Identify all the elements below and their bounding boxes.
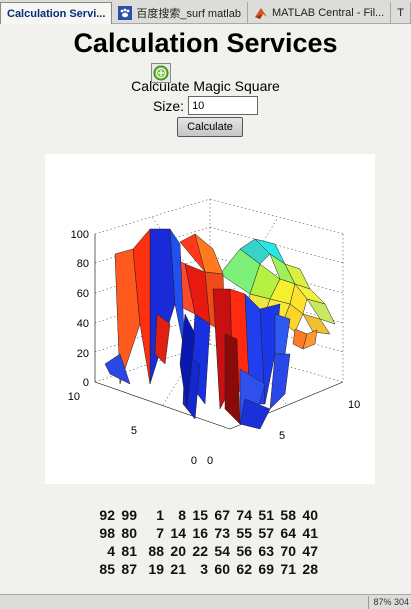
matrix-cell: 1 [156, 507, 164, 523]
matrix-cell: 88 [148, 543, 164, 559]
page-title: Calculation Services [73, 28, 338, 58]
matrix-cell: 21 [170, 561, 186, 577]
matrix-cell: 64 [280, 525, 296, 541]
matrix-row: 92 99 1 8 15 67 74 51 58 40 [0, 506, 411, 524]
tab-calculation-services[interactable]: Calculation Servi... [0, 2, 113, 24]
size-label: Size: [152, 97, 185, 114]
matrix-cell: 58 [280, 507, 296, 523]
subtitle: Calculate Magic Square [131, 78, 280, 94]
plugin-icon[interactable] [151, 63, 171, 83]
tab-partial[interactable]: T [391, 2, 411, 24]
matrix-cell: 73 [214, 525, 230, 541]
matrix-cell: 8 [178, 507, 186, 523]
matrix-cell: 41 [302, 525, 318, 541]
matrix-cell: 40 [302, 507, 318, 523]
matrix-cell: 20 [170, 543, 186, 559]
tab-label: MATLAB Central - Fil... [271, 7, 385, 19]
status-bar: 87% 304 [0, 594, 411, 609]
matrix-cell: 7 [156, 525, 164, 541]
matrix-cell: 3 [200, 561, 208, 577]
calculate-button[interactable]: Calculate [177, 117, 243, 137]
matrix-cell: 56 [236, 543, 252, 559]
tab-label: T [397, 7, 404, 19]
status-text: 87% 304 [368, 596, 409, 609]
size-row: Size: [0, 96, 411, 115]
matrix-cell: 92 [99, 507, 115, 523]
matrix-cell: 16 [192, 525, 208, 541]
matrix-cell: 28 [302, 561, 318, 577]
tab-label: 百度搜索_surf matlab [136, 8, 241, 20]
matrix-row: 85 87 19 21 3 60 62 69 71 28 [0, 560, 411, 578]
matrix-cell: 87 [121, 561, 137, 577]
matrix-cell: 57 [258, 525, 274, 541]
x-tick: 5 [279, 430, 285, 442]
matrix-cell: 54 [214, 543, 230, 559]
z-tick: 60 [77, 288, 89, 300]
z-tick: 20 [77, 348, 89, 360]
matrix-cell: 55 [236, 525, 252, 541]
matrix-cell: 15 [192, 507, 208, 523]
matrix-cell: 14 [170, 525, 186, 541]
paw-icon [118, 6, 133, 20]
y-tick: 0 [191, 455, 197, 467]
matrix-cell: 69 [258, 561, 274, 577]
z-tick: 80 [77, 258, 89, 270]
matrix-cell: 4 [107, 543, 115, 559]
matrix-cell: 71 [280, 561, 296, 577]
matrix-cell: 81 [121, 543, 137, 559]
magic-square-matrix: 92 99 1 8 15 67 74 51 58 40 98 80 7 14 16 73 55 57 64 41 4 81… [0, 506, 411, 578]
matrix-cell: 85 [99, 561, 115, 577]
x-tick: 0 [207, 455, 213, 467]
x-tick: 10 [348, 399, 360, 411]
matrix-cell: 19 [148, 561, 164, 577]
matrix-cell: 98 [99, 525, 115, 541]
matrix-row: 4 81 88 20 22 54 56 63 70 47 [0, 542, 411, 560]
matrix-cell: 74 [236, 507, 252, 523]
z-tick: 100 [71, 229, 89, 241]
matrix-cell: 60 [214, 561, 230, 577]
matrix-cell: 47 [302, 543, 318, 559]
matlab-icon [254, 6, 268, 20]
matrix-cell: 22 [192, 543, 208, 559]
matrix-cell: 70 [280, 543, 296, 559]
page-content: Calculation Services Calculate Magic Squ… [0, 24, 411, 594]
tab-matlab-central[interactable]: MATLAB Central - Fil... [248, 2, 392, 24]
size-input[interactable] [188, 96, 259, 115]
z-tick: 40 [77, 318, 89, 330]
matrix-cell: 51 [258, 507, 274, 523]
matrix-cell: 62 [236, 561, 252, 577]
plot-svg: 0 20 40 60 80 100 10 5 0 0 5 10 [68, 198, 360, 467]
y-tick: 10 [68, 391, 80, 403]
magic-square-surface-plot: 0 20 40 60 80 100 10 5 0 0 5 10 [45, 154, 375, 484]
matrix-cell: 80 [121, 525, 137, 541]
matrix-cell: 67 [214, 507, 230, 523]
matrix-cell: 99 [121, 507, 137, 523]
z-tick: 0 [83, 377, 89, 389]
tab-label: Calculation Servi... [7, 7, 106, 20]
matrix-row: 98 80 7 14 16 73 55 57 64 41 [0, 524, 411, 542]
matrix-cell: 63 [258, 543, 274, 559]
browser-tab-bar: Calculation Servi... 百度搜索_surf matlab MA… [0, 0, 411, 24]
tab-baidu-search[interactable]: 百度搜索_surf matlab [112, 2, 248, 24]
y-tick: 5 [131, 425, 137, 437]
